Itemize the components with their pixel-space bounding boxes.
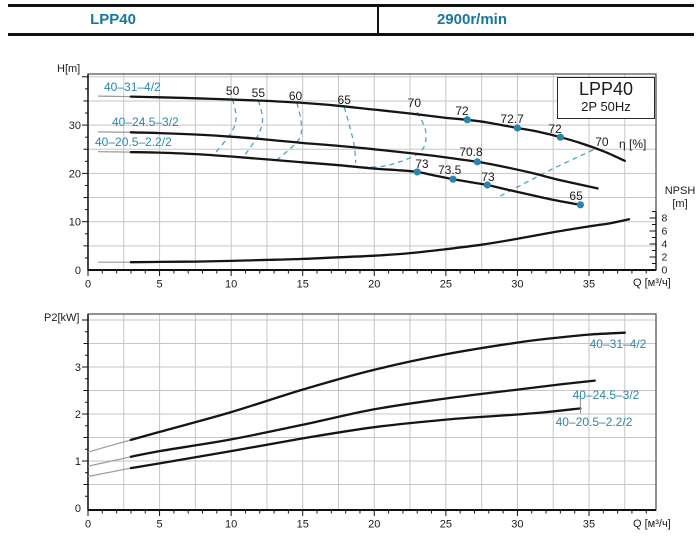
x-tick-label: 5 — [157, 519, 163, 531]
efficiency-contour-label: 60 — [289, 89, 303, 103]
curve-label-bottom-40-24-5: 40–24.5–3/2 — [572, 388, 640, 402]
efficiency-point-label: 72 — [455, 104, 469, 118]
npsh-axis-unit: [m] — [672, 198, 688, 210]
efficiency-contour — [213, 99, 237, 155]
curve-NPSH — [129, 218, 631, 264]
efficiency-point-label: 70.8 — [459, 145, 483, 159]
efficiency-point-label: 72 — [548, 122, 562, 136]
efficiency-contour — [343, 107, 357, 163]
curve-40–31–4/2 — [129, 331, 626, 442]
curve-40–20.5–2.2/2 — [129, 150, 582, 206]
x-tick-label: 35 — [583, 279, 595, 291]
power-axis-title: P2[kW] — [44, 312, 80, 324]
efficiency-point-dot — [513, 124, 522, 132]
efficiency-contour-label: 65 — [338, 93, 352, 107]
curve-label-bottom-40-20-5: 40–20.5–2.2/2 — [555, 415, 633, 429]
efficiency-contour-label: 55 — [252, 86, 266, 100]
y-tick-label: 10 — [69, 217, 81, 229]
curve-lead-in — [87, 439, 132, 453]
y-tick-label: 1 — [75, 456, 81, 468]
header-top-rule — [8, 4, 694, 7]
x-tick-label: 10 — [225, 279, 237, 291]
curve-40–24.5–3/2 — [129, 131, 599, 190]
x-tick-label: 15 — [297, 279, 309, 291]
model-box-subtitle: 2P 50Hz — [581, 99, 631, 114]
efficiency-axis-title: η [%] — [619, 137, 647, 151]
efficiency-point-label: 73 — [481, 170, 495, 184]
efficiency-contour — [499, 147, 598, 197]
header-model-cell: LPP40 — [90, 11, 136, 28]
x-tick-label: 30 — [511, 279, 523, 291]
curve-40–20.5–2.2/2 — [129, 407, 582, 470]
y-tick-label: 0 — [75, 265, 81, 277]
header-speed-cell: 2900r/min — [436, 11, 508, 28]
npsh-axis-title: NPSH — [664, 185, 696, 197]
npsh-tick-label: 6 — [662, 226, 668, 238]
flow-axis-title-bottom: Q [м³/ч] — [633, 518, 671, 530]
x-tick-label: 15 — [297, 519, 309, 531]
curve-label-top-40-31: 40–31–4/2 — [104, 80, 161, 94]
npsh-tick-label: 0 — [662, 265, 668, 277]
flow-axis-title-top: Q [м³/ч] — [633, 277, 671, 289]
efficiency-point-dot — [483, 181, 491, 189]
y-tick-label: 2 — [75, 409, 81, 421]
x-tick-label: 30 — [511, 519, 523, 531]
model-box-title: LPP40 — [578, 79, 634, 99]
efficiency-contour — [243, 100, 264, 157]
curve-label-top-40-20-5: 40–20.5–2.2/2 — [95, 135, 172, 149]
efficiency-contour-label: 70 — [595, 135, 609, 149]
x-tick-label: 20 — [368, 519, 380, 531]
efficiency-point-dot — [449, 175, 457, 183]
x-tick-label: 35 — [583, 519, 595, 531]
y-tick-label: 20 — [69, 168, 81, 180]
curve-label-top-40-24-5: 40–24.5–3/2 — [112, 115, 179, 129]
y-tick-label: 30 — [69, 120, 81, 132]
npsh-tick-label: 8 — [662, 213, 668, 225]
head-axis-title: H[m] — [57, 63, 81, 75]
curve-lead-in — [87, 456, 132, 467]
efficiency-point-label: 72.7 — [500, 112, 524, 126]
x-tick-label: 0 — [85, 279, 91, 291]
curve-40–24.5–3/2 — [129, 379, 596, 458]
curve-label-bottom-40-31: 40–31–4/2 — [589, 337, 647, 351]
efficiency-point-dot — [576, 201, 585, 209]
efficiency-contour-label: 50 — [226, 84, 240, 98]
curve-lead-in — [97, 95, 131, 98]
model-box: LPP40 2P 50Hz — [557, 77, 655, 119]
efficiency-contour-label: 70 — [408, 96, 422, 110]
x-tick-label: 20 — [368, 279, 380, 291]
efficiency-point-dot — [556, 133, 564, 141]
x-tick-label: 10 — [225, 519, 237, 531]
curve-lead-in — [87, 467, 132, 478]
efficiency-point-label: 73 — [415, 157, 429, 171]
x-tick-label: 25 — [440, 279, 452, 291]
x-tick-label: 25 — [440, 519, 452, 531]
npsh-tick-label: 2 — [662, 252, 668, 264]
header-divider — [377, 7, 379, 33]
efficiency-contour — [365, 111, 427, 168]
efficiency-point-dot — [413, 168, 421, 176]
efficiency-contour — [276, 102, 303, 161]
efficiency-point-label: 65 — [569, 189, 583, 203]
header-bottom-rule — [8, 33, 694, 36]
y-tick-label: 3 — [75, 362, 81, 374]
x-tick-label: 5 — [157, 279, 163, 291]
efficiency-point-dot — [473, 158, 481, 166]
x-tick-label: 0 — [85, 519, 91, 531]
efficiency-point-label: 73.5 — [438, 163, 462, 177]
y-tick-label: 0 — [75, 503, 81, 515]
efficiency-point-dot — [463, 116, 471, 124]
npsh-tick-label: 4 — [662, 239, 668, 251]
